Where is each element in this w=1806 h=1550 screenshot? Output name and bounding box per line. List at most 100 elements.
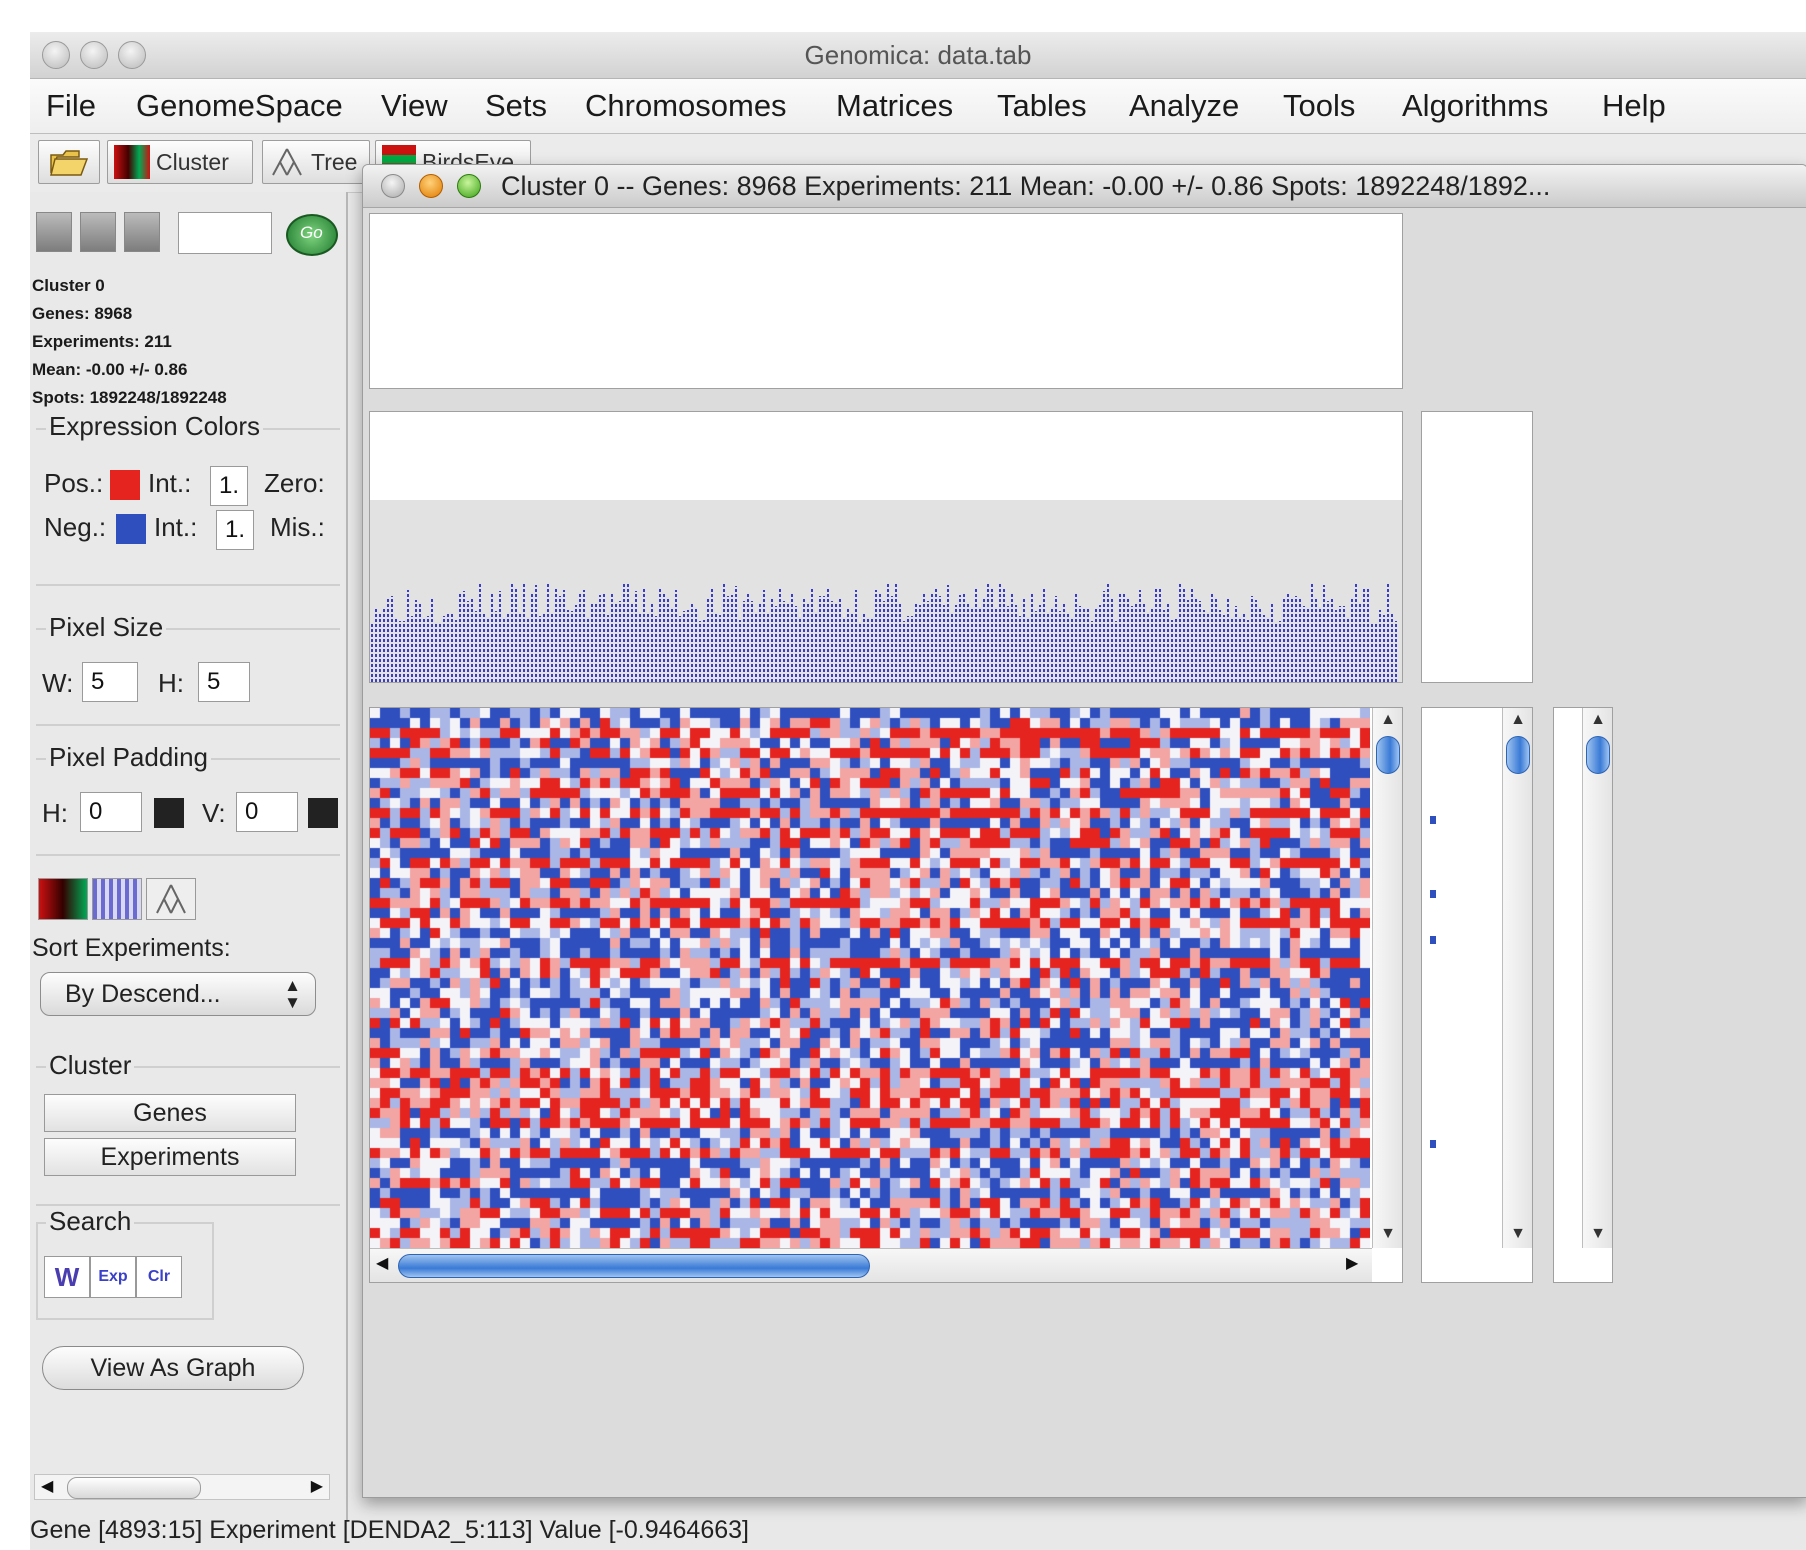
experiment-labels-area: [370, 500, 1402, 682]
cluster-experiments-label: Experiments: 211: [32, 332, 172, 351]
cluster-minimize-button[interactable]: [419, 174, 443, 198]
menu-help[interactable]: Help: [1602, 88, 1666, 123]
scroll-up-arrow-icon[interactable]: ▲: [1380, 711, 1396, 728]
cluster-window-titlebar: Cluster 0 -- Genes: 8968 Experiments: 21…: [363, 165, 1806, 208]
open-file-button[interactable]: [38, 140, 100, 184]
scroll-left-arrow-icon[interactable]: ◀: [41, 1478, 54, 1495]
scroll-right-arrow-icon[interactable]: ▶: [310, 1478, 323, 1495]
go-button[interactable]: Go: [286, 214, 338, 256]
search-clear-icon[interactable]: Clr: [136, 1256, 182, 1298]
cluster-window: Cluster 0 -- Genes: 8968 Experiments: 21…: [362, 164, 1806, 1498]
pixel-width-label: W:: [42, 668, 74, 698]
cluster-experiments-button[interactable]: Experiments: [44, 1138, 296, 1176]
cluster-group-title: Cluster: [46, 1050, 135, 1081]
scroll-down-arrow-icon[interactable]: ▼: [1510, 1225, 1526, 1242]
pos-color-label: Pos.:: [44, 468, 104, 498]
menu-sets[interactable]: Sets: [485, 88, 548, 123]
folder-open-icon: [50, 150, 89, 176]
padding-h-field[interactable]: 0: [80, 792, 142, 832]
menu-genomespace[interactable]: GenomeSpace: [136, 88, 343, 123]
cluster-view-label: Cluster: [156, 149, 229, 175]
tree-mode-icon[interactable]: [146, 878, 196, 920]
pixel-size-group: [36, 628, 340, 726]
left-control-panel: Go Cluster 0 Genes: 8968 Experiments: 21…: [30, 192, 348, 1522]
menu-chromosomes[interactable]: Chromosomes: [585, 88, 787, 123]
annotation-mark: [1430, 936, 1436, 944]
side-top-panel: [1421, 411, 1533, 683]
menu-file[interactable]: File: [46, 88, 96, 123]
expression-colors-group: [36, 428, 340, 586]
padding-h-color-swatch[interactable]: [154, 798, 184, 828]
sort-experiments-value: By Descend...: [65, 980, 221, 1008]
scroll-left-arrow-icon[interactable]: ◀: [376, 1255, 389, 1272]
heatmap-hscroll-thumb[interactable]: [398, 1254, 870, 1278]
heatmap-horizontal-scrollbar[interactable]: ◀ ▶: [370, 1248, 1372, 1282]
menu-algorithms[interactable]: Algorithms: [1402, 88, 1549, 123]
left-scroll-thumb[interactable]: [67, 1477, 201, 1499]
cluster-heatmap-icon: [114, 145, 150, 179]
annotation-vscroll-thumb[interactable]: [1506, 736, 1530, 774]
nav-back-button[interactable]: [36, 212, 72, 252]
pixel-size-title: Pixel Size: [46, 612, 167, 643]
menu-matrices[interactable]: Matrices: [836, 88, 954, 123]
menu-tools[interactable]: Tools: [1283, 88, 1356, 123]
nav-forward-button[interactable]: [124, 212, 160, 252]
navigation-input[interactable]: [178, 212, 272, 254]
zoom-window-button[interactable]: [118, 41, 146, 69]
heatmap-vertical-scrollbar[interactable]: ▲ ▼: [1372, 708, 1402, 1248]
padding-v-field[interactable]: 0: [236, 792, 298, 832]
cluster-genes-button[interactable]: Genes: [44, 1094, 296, 1132]
tree-icon: [156, 884, 186, 914]
padding-h-label: H:: [42, 798, 68, 828]
search-wildcard-icon[interactable]: W: [44, 1256, 90, 1298]
cluster-view-button[interactable]: Cluster: [107, 140, 253, 184]
pos-color-swatch[interactable]: [110, 470, 140, 500]
scroll-up-arrow-icon[interactable]: ▲: [1590, 711, 1606, 728]
neg-color-swatch[interactable]: [116, 514, 146, 544]
scroll-right-arrow-icon[interactable]: ▶: [1346, 1255, 1359, 1272]
minimize-window-button[interactable]: [80, 41, 108, 69]
pixel-padding-title: Pixel Padding: [46, 742, 211, 773]
search-group-title: Search: [46, 1206, 135, 1237]
neg-intensity-field[interactable]: 1.: [216, 510, 254, 550]
cluster-window-title: Cluster 0 -- Genes: 8968 Experiments: 21…: [501, 171, 1551, 201]
cluster-zoom-button[interactable]: [457, 174, 481, 198]
pixel-width-field[interactable]: 5: [82, 662, 138, 702]
tree-icon: [272, 148, 302, 176]
heatmap-panel[interactable]: ▲ ▼ ◀ ▶: [369, 707, 1403, 1283]
cluster-close-button[interactable]: [381, 174, 405, 198]
window-titlebar: Genomica: data.tab: [30, 32, 1806, 79]
heatmap-mode-icon[interactable]: [38, 878, 88, 920]
experiment-tree-panel: [369, 213, 1403, 389]
annotation-mark: [1430, 890, 1436, 898]
pos-intensity-field[interactable]: 1.: [210, 466, 248, 506]
menu-view[interactable]: View: [381, 88, 448, 123]
window-title: Genomica: data.tab: [804, 40, 1032, 70]
cluster-spots-label: Spots: 1892248/1892248: [32, 388, 227, 407]
padding-v-color-swatch[interactable]: [308, 798, 338, 828]
view-as-graph-button[interactable]: View As Graph: [42, 1346, 304, 1390]
close-window-button[interactable]: [42, 41, 70, 69]
menu-analyze[interactable]: Analyze: [1129, 88, 1240, 123]
scroll-up-arrow-icon[interactable]: ▲: [1510, 711, 1526, 728]
nav-stop-button[interactable]: [80, 212, 116, 252]
annotation-mark: [1430, 1140, 1436, 1148]
menu-tables[interactable]: Tables: [997, 88, 1087, 123]
text-mode-icon[interactable]: [92, 878, 142, 920]
scroll-down-arrow-icon[interactable]: ▼: [1380, 1225, 1396, 1242]
tree-view-button[interactable]: Tree: [262, 140, 370, 184]
scroll-down-arrow-icon[interactable]: ▼: [1590, 1225, 1606, 1242]
expression-heatmap[interactable]: [370, 708, 1370, 1248]
experiment-labels-panel: [369, 411, 1403, 683]
gene-tree-vscroll-thumb[interactable]: [1586, 736, 1610, 774]
left-panel-scrollbar[interactable]: ◀ ▶: [34, 1474, 330, 1500]
sort-experiments-select[interactable]: By Descend... ▲ ▼: [40, 972, 316, 1016]
heatmap-vscroll-thumb[interactable]: [1376, 736, 1400, 774]
cluster-actions-group: [36, 1066, 340, 1206]
gene-tree-vertical-scrollbar[interactable]: ▲ ▼: [1582, 708, 1612, 1248]
annotation-vertical-scrollbar[interactable]: ▲ ▼: [1502, 708, 1532, 1248]
pixel-height-field[interactable]: 5: [198, 662, 250, 702]
pixel-height-label: H:: [158, 668, 184, 698]
cluster-name-label: Cluster 0: [32, 276, 105, 295]
search-experiment-icon[interactable]: Exp: [90, 1256, 136, 1298]
